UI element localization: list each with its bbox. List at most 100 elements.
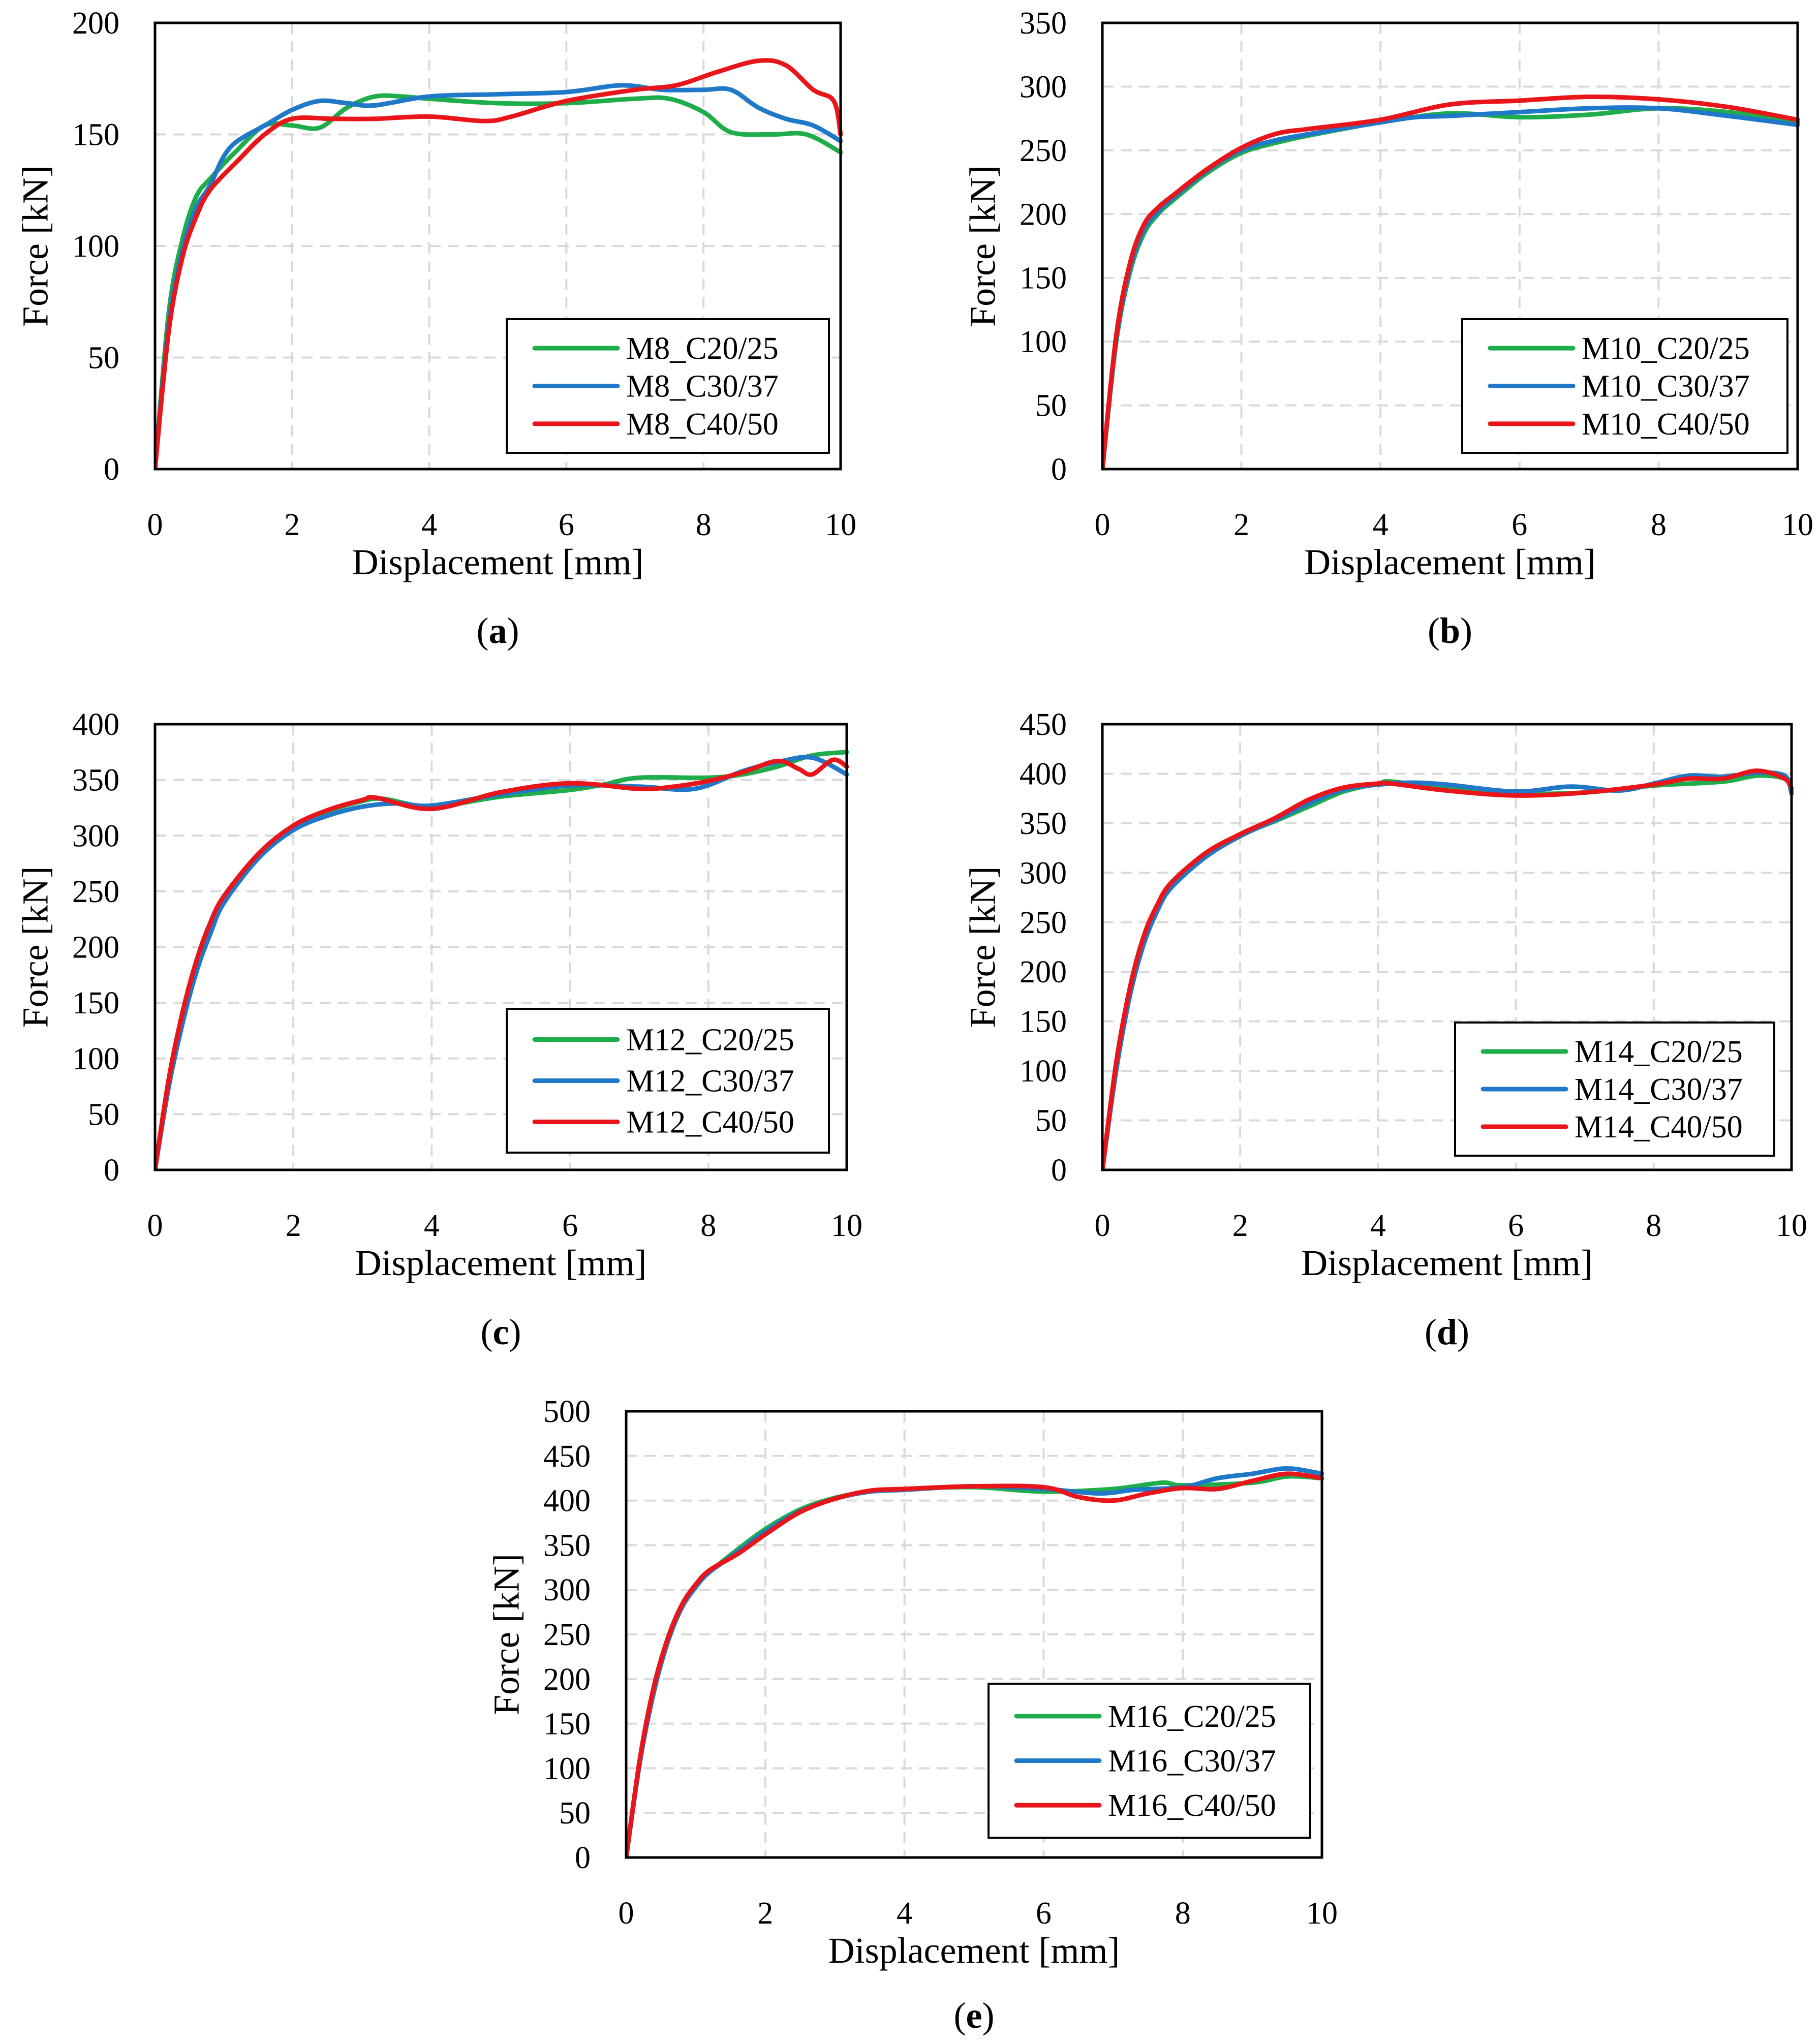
panel-caption: (c) (481, 1312, 521, 1352)
y-tick-label: 400 (543, 1484, 591, 1519)
y-tick-label: 450 (543, 1439, 591, 1474)
x-tick-label: 8 (1646, 1209, 1661, 1243)
legend-label: M8_C20/25 (626, 331, 779, 366)
legend-label: M16_C40/50 (1108, 1788, 1276, 1823)
y-tick-label: 200 (72, 931, 119, 965)
y-tick-label: 300 (543, 1573, 591, 1607)
y-tick-label: 250 (1020, 134, 1067, 168)
y-tick-label: 350 (1020, 807, 1067, 841)
plot-frame (153, 723, 848, 1171)
series-line-C40-50 (1102, 768, 1794, 1171)
x-tick-label: 2 (1233, 508, 1249, 542)
x-tick-label: 4 (421, 508, 437, 542)
legend-label: M10_C40/50 (1582, 407, 1750, 442)
x-tick-label: 0 (147, 508, 163, 542)
plot-frame (625, 1410, 1323, 1859)
y-tick-label: 100 (1020, 1054, 1067, 1089)
series-group (1102, 94, 1800, 470)
y-tick-label: 250 (543, 1618, 591, 1652)
series-line-C30-37 (155, 83, 843, 470)
y-tick-label: 150 (1020, 1005, 1067, 1039)
legend-label: M12_C20/25 (626, 1023, 794, 1058)
y-axis-label: Force [kN] (15, 165, 56, 327)
x-tick-label: 8 (1651, 508, 1667, 542)
y-tick-label: 50 (1035, 1104, 1067, 1138)
series-line-C40-50 (626, 1471, 1324, 1859)
y-tick-label: 350 (543, 1528, 591, 1563)
series-line-C40-50 (155, 757, 849, 1171)
y-tick-label: 500 (543, 1395, 591, 1429)
x-tick-label: 2 (1232, 1209, 1248, 1243)
series-group (1102, 768, 1794, 1171)
legend: M16_C20/25 M16_C30/37 M16_C40/50 (988, 1683, 1311, 1839)
y-tick-label: 100 (543, 1751, 591, 1786)
y-tick-label: 50 (559, 1796, 591, 1831)
y-tick-label: 300 (1020, 856, 1067, 890)
plot-frame (1101, 21, 1799, 471)
x-tick-label: 8 (1175, 1896, 1191, 1931)
legend-label: M8_C40/50 (626, 407, 779, 442)
x-tick-label: 4 (1373, 508, 1389, 542)
legend-label: M14_C40/50 (1575, 1110, 1743, 1144)
x-tick-label: 10 (831, 1209, 862, 1243)
x-axis-label: Displacement [mm] (828, 1930, 1120, 1971)
y-tick-label: 50 (88, 1097, 119, 1132)
x-axis-label: Displacement [mm] (1301, 1243, 1593, 1283)
plot-frame (1101, 723, 1793, 1171)
y-tick-label: 150 (543, 1707, 591, 1742)
series-group (626, 1466, 1324, 1859)
x-tick-label: 10 (1782, 508, 1813, 542)
x-tick-label: 8 (700, 1209, 716, 1243)
series-group (155, 58, 843, 470)
y-tick-label: 200 (72, 6, 119, 41)
x-tick-label: 4 (897, 1896, 912, 1931)
y-tick-label: 200 (543, 1662, 591, 1697)
panel-caption: (a) (477, 610, 519, 651)
y-tick-label: 300 (1020, 70, 1067, 104)
y-tick-label: 150 (72, 118, 119, 152)
y-tick-label: 400 (72, 707, 119, 742)
x-tick-label: 6 (1511, 508, 1527, 542)
legend-label: M8_C30/37 (626, 369, 779, 404)
y-tick-label: 0 (104, 1153, 119, 1188)
y-tick-label: 150 (1020, 261, 1067, 296)
legend-label: M16_C20/25 (1108, 1699, 1276, 1734)
y-tick-label: 0 (575, 1841, 591, 1875)
y-tick-label: 250 (72, 875, 119, 909)
plot-frame (153, 21, 842, 471)
y-tick-label: 250 (1020, 906, 1067, 940)
y-tick-label: 200 (1020, 955, 1067, 989)
x-tick-label: 4 (424, 1209, 440, 1243)
x-tick-label: 0 (1095, 508, 1110, 542)
y-tick-label: 300 (72, 819, 119, 853)
y-axis-label: Force [kN] (963, 165, 1003, 327)
chart-c: 0 50 100 150 200 250 300 350 400 0 2 4 6 8 10 Displacem… (15, 707, 862, 1352)
x-tick-label: 2 (757, 1896, 773, 1931)
legend-label: M10_C20/25 (1582, 331, 1750, 366)
panel-caption: (e) (954, 1995, 995, 2036)
y-tick-label: 100 (72, 229, 119, 264)
legend-label: M12_C30/37 (626, 1064, 794, 1099)
x-tick-label: 10 (1776, 1209, 1807, 1243)
y-axis-label: Force [kN] (15, 866, 56, 1028)
y-tick-label: 50 (88, 341, 119, 376)
panel-caption: (b) (1428, 610, 1472, 651)
x-tick-label: 6 (1036, 1896, 1052, 1931)
x-tick-label: 8 (696, 508, 712, 542)
legend-label: M10_C30/37 (1582, 369, 1750, 404)
x-tick-label: 0 (619, 1896, 634, 1931)
chart-e: 0 50 100 150 200 250 300 350 400 450 500 0 2 4 6 8 10 Dis… (486, 1395, 1338, 2036)
y-axis-label: Force [kN] (963, 866, 1003, 1028)
x-tick-label: 2 (284, 508, 300, 542)
legend-box (506, 318, 830, 454)
y-tick-label: 50 (1035, 389, 1067, 423)
series-line-C40-50 (1102, 94, 1800, 470)
y-tick-label: 0 (1051, 1153, 1067, 1188)
series-line-C20-25 (155, 93, 843, 470)
x-tick-label: 10 (825, 508, 856, 542)
x-tick-label: 6 (559, 508, 574, 542)
series-group (155, 750, 849, 1171)
